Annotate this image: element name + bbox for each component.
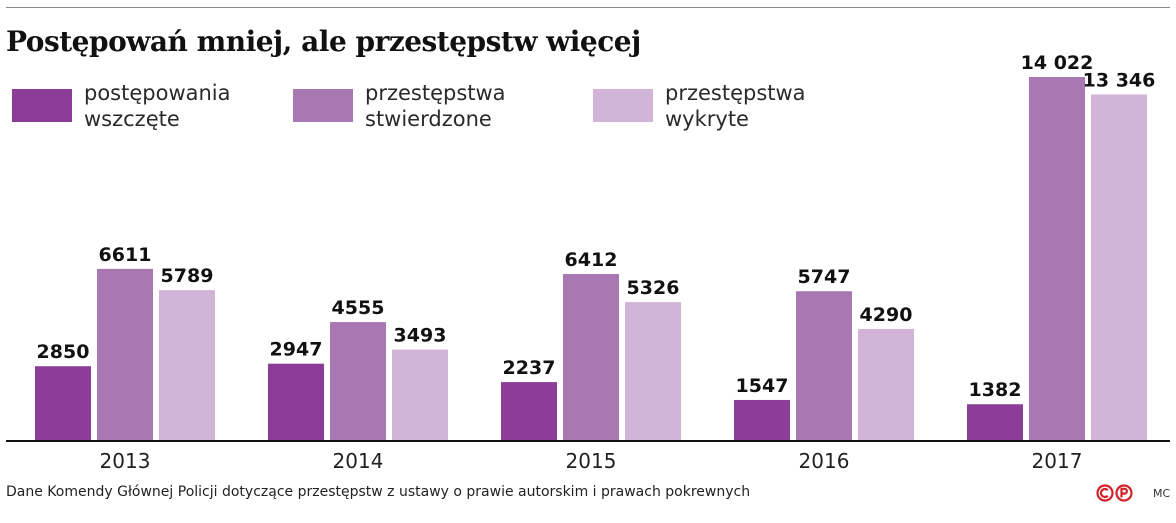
bar-2015-series-0 <box>501 382 557 440</box>
bar-value-label: 5326 <box>627 277 680 299</box>
bar-value-label: 1382 <box>969 379 1022 401</box>
x-tick-label: 2013 <box>100 449 151 473</box>
x-tick-label: 2015 <box>566 449 617 473</box>
bar-value-label: 4290 <box>860 304 913 326</box>
bar-value-label: 2947 <box>270 339 323 361</box>
legend-swatch <box>293 89 353 122</box>
bar-value-label: 5747 <box>798 266 851 288</box>
bar-2016-series-0 <box>734 399 790 440</box>
legend-swatch <box>12 89 72 122</box>
bar-value-label: 1547 <box>736 375 789 397</box>
legend-label: przestępstwa wykryte <box>665 81 806 131</box>
bar-2014-series-2 <box>392 349 448 440</box>
bar-value-label: 6611 <box>99 244 152 266</box>
bar-value-label: 14 022 <box>1021 52 1094 74</box>
top-rule <box>6 7 1170 8</box>
bar-2016-series-1 <box>796 291 852 440</box>
bar-value-label: 2237 <box>503 357 556 379</box>
bar-2014-series-0 <box>268 363 324 440</box>
bar-value-label: 3493 <box>394 325 447 347</box>
bar-value-label: 4555 <box>332 297 385 319</box>
bar-value-label: 6412 <box>565 249 618 271</box>
bar-2013-series-1 <box>97 268 153 440</box>
legend-label: przestępstwa stwierdzone <box>365 81 506 131</box>
bar-value-label: 5789 <box>161 265 214 287</box>
source-note: Dane Komendy Głównej Policji dotyczące p… <box>6 484 751 500</box>
bar-2017-series-0 <box>967 404 1023 440</box>
x-tick-label: 2017 <box>1032 449 1083 473</box>
bar-2015-series-1 <box>563 274 619 440</box>
bar-2016-series-2 <box>858 328 914 440</box>
bar-2017-series-1 <box>1029 77 1085 440</box>
x-tick-label: 2014 <box>333 449 384 473</box>
cc-logo-icon <box>1096 484 1133 502</box>
legend-label: postępowania wszczęte <box>84 81 231 131</box>
bar-value-label: 13 346 <box>1083 70 1156 92</box>
bar-2017-series-2 <box>1091 94 1147 440</box>
bar-2013-series-2 <box>159 290 215 440</box>
author-credit: MC <box>1153 487 1171 500</box>
bar-2015-series-2 <box>625 302 681 440</box>
legend-swatch <box>593 89 653 122</box>
chart-title: Postępowań mniej, ale przestępstw więcej <box>6 25 641 58</box>
bar-2014-series-1 <box>330 322 386 440</box>
x-tick-label: 2016 <box>799 449 850 473</box>
bar-value-label: 2850 <box>37 341 90 363</box>
bar-2013-series-0 <box>35 366 91 440</box>
